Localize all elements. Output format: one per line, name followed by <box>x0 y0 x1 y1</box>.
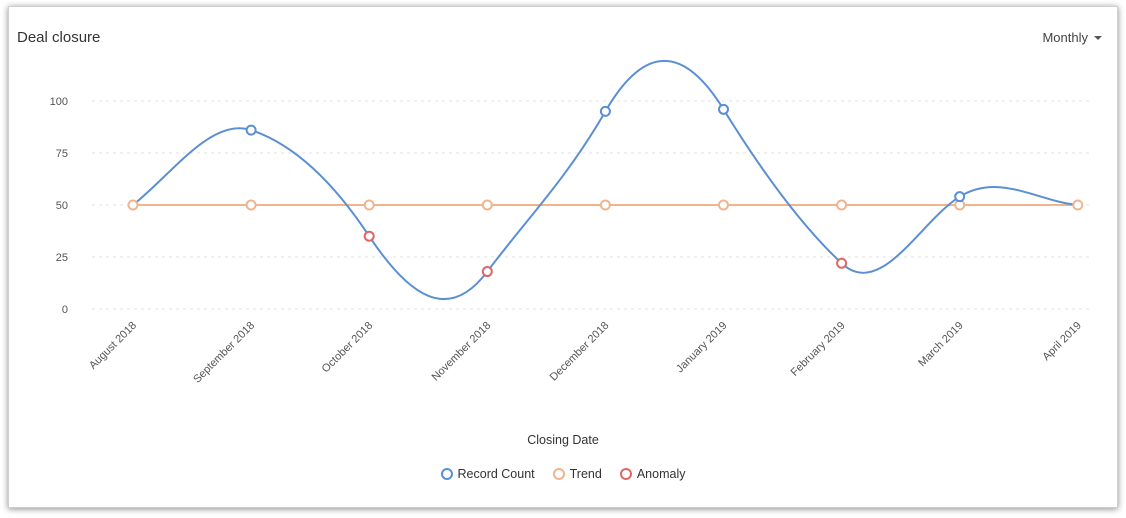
y-tick-label: 75 <box>56 148 68 160</box>
x-tick-label: October 2018 <box>320 320 376 376</box>
x-tick-label: February 2019 <box>789 320 848 379</box>
legend-label: Anomaly <box>636 467 686 481</box>
x-tick-label: November 2018 <box>430 320 494 384</box>
anomaly-point <box>481 266 493 278</box>
legend-record-count[interactable]: Record Count <box>440 467 535 481</box>
x-tick-label: March 2019 <box>916 320 966 370</box>
legend-trend[interactable]: Trend <box>552 467 602 481</box>
x-axis-title: Closing Date <box>527 433 599 447</box>
x-tick-label: September 2018 <box>191 320 257 386</box>
trend-point <box>127 199 139 211</box>
period-dropdown[interactable]: Monthly <box>1042 30 1102 45</box>
record-count-line <box>132 59 1078 301</box>
legend-marker-icon <box>552 468 565 480</box>
anomaly-point <box>836 257 848 269</box>
trend-point <box>363 199 375 211</box>
y-tick-label: 25 <box>56 252 68 264</box>
record-count-point <box>954 191 966 203</box>
trend-point <box>245 199 257 211</box>
x-tick-label: January 2019 <box>674 320 730 376</box>
y-tick-label: 100 <box>50 96 68 108</box>
y-tick-label: 0 <box>62 304 68 316</box>
x-tick-label: April 2019 <box>1040 320 1084 364</box>
caret-down-icon <box>1094 35 1102 40</box>
record-count-point <box>245 124 257 136</box>
legend-anomaly[interactable]: Anomaly <box>619 467 686 481</box>
chart-title: Deal closure <box>17 29 101 46</box>
anomaly-point <box>363 230 375 242</box>
trend-point <box>599 199 611 211</box>
record-count-point <box>718 103 729 115</box>
legend-label: Trend <box>569 467 602 481</box>
trend-point <box>481 199 493 211</box>
legend-marker-icon <box>440 468 453 480</box>
trend-point <box>836 199 848 211</box>
y-tick-label: 50 <box>56 200 68 212</box>
x-tick-label: December 2018 <box>548 320 612 384</box>
legend-label: Record Count <box>457 467 535 481</box>
legend-marker-icon <box>619 468 632 480</box>
period-label: Monthly <box>1042 30 1088 45</box>
x-tick-label: August 2018 <box>87 320 139 372</box>
record-count-point <box>599 105 611 117</box>
trend-point <box>718 199 729 211</box>
legend: Record Count Trend Anomaly <box>0 467 1126 481</box>
trend-point <box>1072 199 1084 211</box>
